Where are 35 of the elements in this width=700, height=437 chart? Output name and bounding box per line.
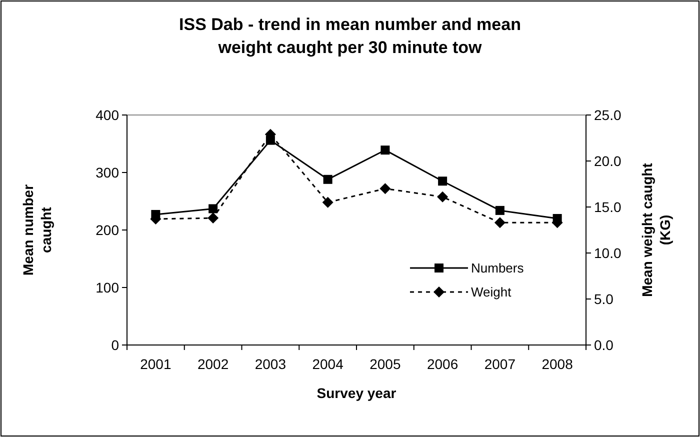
point (437, 191, 448, 202)
legend-label: Weight (471, 284, 512, 300)
x-tick-label: 2005 (370, 356, 401, 372)
point (438, 176, 448, 186)
x-tick-label: 2001 (140, 356, 172, 372)
y-tick-label: 0 (111, 336, 120, 353)
point (323, 174, 332, 184)
y2-axis-title: Mean weight caught (KG) (639, 162, 673, 297)
y2-tick-label: 10.0 (594, 244, 622, 261)
point (208, 212, 219, 224)
y2-tick-label: 15.0 (594, 198, 622, 215)
x-tick-label: 2003 (254, 356, 286, 372)
y-tick-label: 300 (96, 164, 120, 180)
y2-tick-label: 5.0 (594, 290, 614, 307)
point (380, 183, 391, 194)
point (494, 217, 506, 228)
y2-tick-label: 20.0 (594, 152, 622, 169)
point (380, 146, 390, 155)
legend-label: Numbers (471, 260, 524, 276)
y2-tick-label: 0.0 (594, 336, 614, 353)
point (322, 196, 334, 208)
y2-tick-label: 25.0 (594, 106, 622, 123)
x-tick-label: 2002 (197, 356, 229, 372)
y-tick-label: 200 (96, 222, 120, 238)
y-tick-label: 100 (96, 279, 120, 296)
x-tick-label: 2006 (426, 356, 458, 372)
y-tick-label: 400 (96, 106, 120, 123)
chart-title: ISS Dab - trend in mean number and mean weight caught per 30 minute tow (179, 15, 521, 57)
point (208, 204, 218, 214)
x-axis-title: Survey year (316, 385, 397, 401)
x-tick-label: 2007 (484, 356, 516, 372)
x-tick-label: 2008 (542, 356, 574, 372)
x-tick-label: 2004 (312, 356, 344, 372)
point (495, 206, 504, 215)
y-axis-title: Mean number caught (20, 184, 54, 276)
